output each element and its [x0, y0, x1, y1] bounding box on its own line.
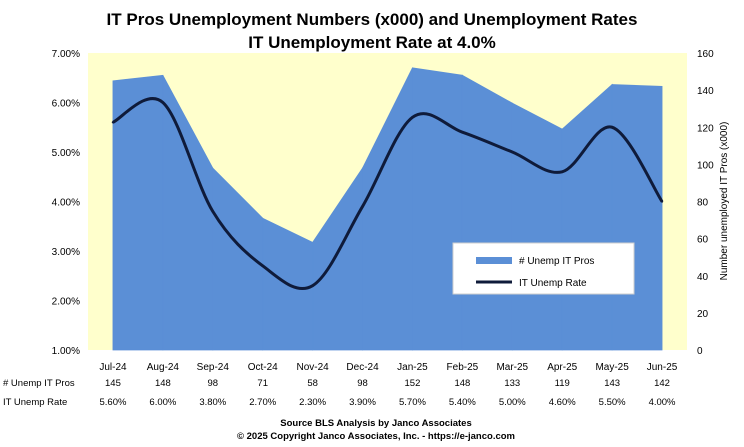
- table-cell: 145: [105, 378, 121, 389]
- category-label: May-25: [595, 362, 629, 373]
- area-segment-6: [412, 67, 463, 351]
- right-axis-label: Number unemployed IT Pros (x000): [719, 122, 730, 281]
- right-tick-label: 60: [697, 235, 709, 246]
- right-tick-label: 20: [697, 309, 709, 320]
- category-label: Sep-24: [197, 362, 230, 373]
- area-segment-7: [461, 74, 513, 351]
- table-cell: 98: [357, 378, 368, 389]
- table-cell: 5.00%: [499, 397, 526, 408]
- table-cell: 2.30%: [299, 397, 326, 408]
- source-line-1: Source BLS Analysis by Janco Associates: [280, 418, 471, 429]
- right-tick-label: 100: [697, 160, 714, 171]
- rate-point-2: [211, 210, 214, 213]
- rate-point-0: [111, 121, 115, 124]
- right-tick-label: 0: [697, 346, 703, 357]
- table-cell: 152: [405, 378, 421, 389]
- rate-point-1: [161, 101, 165, 104]
- table-cell: 5.70%: [399, 397, 426, 408]
- rate-point-10: [610, 126, 614, 129]
- source-line-2: © 2025 Copyright Janco Associates, Inc. …: [237, 431, 515, 442]
- table-row-label-rate: IT Unemp Rate: [3, 397, 67, 408]
- left-tick-label: 2.00%: [52, 297, 80, 308]
- rate-point-11: [660, 200, 664, 203]
- rate-point-8: [511, 150, 514, 154]
- legend-swatch-area: [476, 257, 512, 264]
- chart-title: IT Pros Unemployment Numbers (x000) and …: [107, 10, 638, 29]
- rate-point-4: [311, 284, 314, 287]
- table-cell: 98: [208, 378, 219, 389]
- table-cell: 3.90%: [349, 397, 376, 408]
- table-cell: 4.00%: [649, 397, 676, 408]
- left-tick-label: 3.00%: [52, 247, 80, 258]
- right-tick-label: 160: [697, 49, 714, 60]
- legend: # Unemp IT Pros IT Unemp Rate: [452, 242, 635, 295]
- rate-point-5: [361, 205, 364, 208]
- table-cell: 2.70%: [249, 397, 276, 408]
- table-cell: 148: [155, 378, 171, 389]
- table-cell: 142: [654, 378, 670, 389]
- rate-point-7: [461, 131, 464, 134]
- rate-line: [112, 97, 664, 291]
- table-cell: 5.60%: [99, 397, 126, 408]
- table-cell: 58: [307, 378, 318, 389]
- category-label: Apr-25: [547, 362, 577, 373]
- right-tick-label: 120: [697, 123, 714, 134]
- right-tick-label: 80: [697, 198, 709, 209]
- table-cell: 119: [555, 378, 570, 389]
- area-segment-9: [561, 83, 613, 351]
- category-label: Jun-25: [647, 362, 678, 373]
- rate-point-9: [561, 170, 564, 173]
- right-tick-label: 140: [697, 86, 714, 97]
- table-cell: 5.40%: [449, 397, 476, 408]
- table-cell: 143: [604, 378, 620, 389]
- legend-label-unemp: # Unemp IT Pros: [519, 256, 594, 267]
- category-label: Oct-24: [248, 362, 278, 373]
- area-segment-8: [511, 102, 563, 351]
- table-cell: 148: [454, 378, 470, 389]
- table-cell: 133: [504, 378, 520, 389]
- table-row-label-unemp: # Unemp IT Pros: [3, 378, 75, 389]
- category-label: Feb-25: [447, 362, 479, 373]
- chart-subtitle: IT Unemployment Rate at 4.0%: [248, 33, 496, 52]
- area-segment-10: [611, 84, 663, 351]
- left-tick-label: 4.00%: [52, 198, 80, 209]
- table-cell: 3.80%: [199, 397, 226, 408]
- rate-point-6: [411, 116, 414, 119]
- legend-label-rate: IT Unemp Rate: [519, 278, 587, 289]
- left-tick-label: 5.00%: [52, 148, 80, 159]
- left-tick-label: 6.00%: [52, 99, 80, 110]
- rate-point-3: [261, 264, 264, 268]
- table-cell: 71: [257, 378, 268, 389]
- category-label: Dec-24: [346, 362, 379, 373]
- category-label: Aug-24: [147, 362, 180, 373]
- category-label: Mar-25: [496, 362, 528, 373]
- category-label: Jan-25: [397, 362, 428, 373]
- left-tick-label: 1.00%: [52, 346, 80, 357]
- right-tick-label: 40: [697, 272, 709, 283]
- category-label: Nov-24: [297, 362, 330, 373]
- table-cell: 5.50%: [599, 397, 626, 408]
- table-cell: 6.00%: [149, 397, 176, 408]
- table-cell: 4.60%: [549, 397, 576, 408]
- left-tick-label: 7.00%: [52, 49, 80, 60]
- category-label: Jul-24: [99, 362, 127, 373]
